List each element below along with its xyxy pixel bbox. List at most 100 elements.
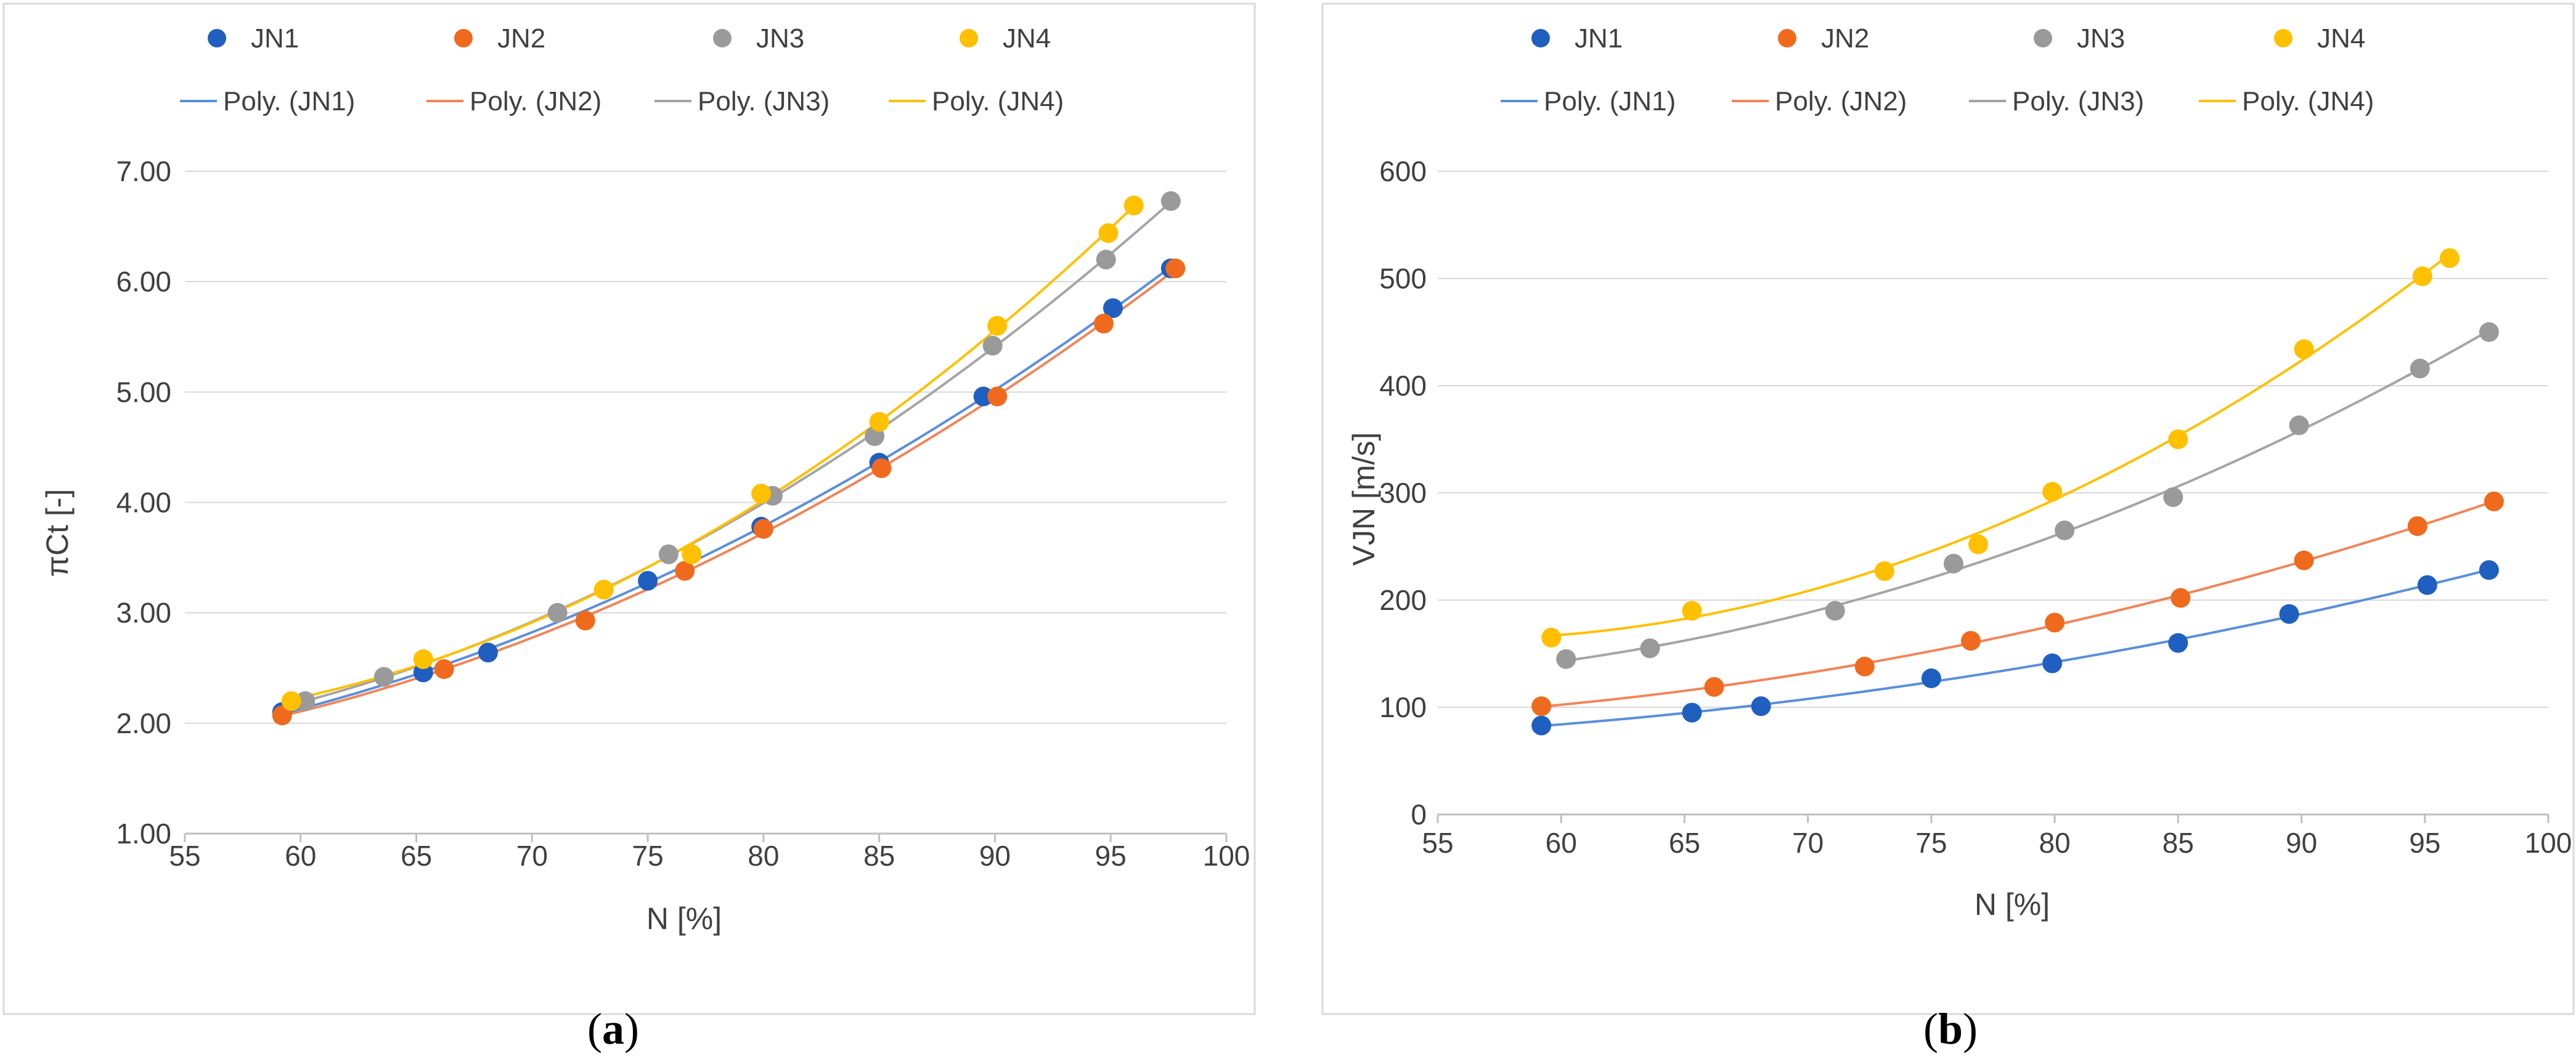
data-point-jn4 (593, 580, 614, 600)
y-tick-label: 1.00 (116, 818, 171, 850)
legend-trend-label: Poly. (JN3) (698, 86, 829, 116)
legend-marker-jn2 (454, 29, 473, 47)
data-points (272, 191, 1186, 726)
x-tick-label: 95 (1095, 840, 1127, 872)
legend-marker-jn4 (2274, 29, 2293, 47)
x-tick-label: 90 (2286, 827, 2317, 859)
legend-marker-jn3 (2034, 29, 2052, 47)
data-point-jn3 (2055, 520, 2075, 540)
data-point-jn3 (1556, 649, 1576, 669)
y-tick-label: 300 (1379, 477, 1427, 509)
data-point-jn4 (1541, 627, 1562, 648)
legend-trend-label: Poly. (JN1) (223, 86, 355, 116)
trendline-jn4 (1551, 253, 2451, 637)
legend-trend-label: Poly. (JN1) (1544, 86, 1676, 116)
data-point-jn2 (675, 561, 695, 581)
data-point-jn3 (1096, 250, 1116, 270)
data-points (1531, 248, 2504, 736)
data-point-jn4 (1123, 195, 1144, 216)
data-point-jn2 (575, 611, 595, 631)
data-point-jn1 (2168, 633, 2188, 653)
legend-label: JN3 (2077, 23, 2125, 54)
data-point-jn2 (1093, 314, 1114, 334)
x-axis-label: N [%] (1975, 887, 2050, 922)
chart-area-frame (1321, 2, 2575, 1015)
data-point-jn1 (2042, 653, 2063, 673)
y-tick-label: 100 (1379, 691, 1427, 723)
data-point-jn1 (1531, 715, 1552, 736)
caption-close-paren: ) (624, 1004, 639, 1054)
legend-marker-jn2 (1778, 29, 1796, 47)
x-tick-label: 70 (516, 840, 548, 872)
data-point-jn2 (2407, 516, 2427, 536)
y-axis-label: VJN [m/s] (1347, 433, 1381, 566)
legend: JN1 Poly. (JN1) JN2 Poly. (JN2) JN3 Poly. (JN… (180, 23, 1064, 116)
data-point-jn3 (658, 544, 679, 564)
trendlines (282, 201, 1176, 718)
data-point-jn3 (547, 603, 568, 623)
legend-trend-label: Poly. (JN2) (470, 86, 601, 116)
data-point-jn3 (1160, 191, 1181, 211)
legend-label: JN3 (756, 23, 804, 54)
x-tick-label: 90 (979, 840, 1011, 872)
y-tick-label: 6.00 (116, 266, 171, 298)
data-point-jn1 (2479, 560, 2499, 580)
legend-label: JN4 (2317, 23, 2365, 54)
y-tick-label: 7.00 (116, 155, 171, 187)
trendlines (1541, 253, 2495, 728)
data-point-jn4 (2439, 248, 2460, 268)
x-tick-label: 80 (2039, 827, 2071, 859)
data-point-jn4 (1098, 223, 1119, 243)
y-tick-label: 5.00 (116, 376, 171, 408)
data-point-jn3 (1943, 553, 1963, 574)
data-point-jn3 (1640, 638, 1660, 659)
data-point-jn4 (682, 544, 702, 564)
caption-close-paren: ) (1963, 1004, 1978, 1054)
data-point-jn3 (982, 336, 1003, 356)
data-point-jn2 (1531, 696, 1552, 717)
data-point-jn3 (1825, 601, 1845, 621)
legend-label: JN2 (497, 23, 545, 54)
legend-marker-jn1 (1531, 29, 1550, 47)
x-tick-label: 55 (169, 840, 200, 872)
data-point-jn3 (2410, 359, 2430, 379)
x-tick-label: 100 (1203, 840, 1250, 872)
legend-label: JN1 (1575, 23, 1623, 54)
y-tick-label: 600 (1379, 155, 1427, 187)
data-point-jn2 (2045, 612, 2065, 633)
x-axis-label: N [%] (646, 901, 722, 936)
data-point-jn4 (987, 315, 1008, 336)
x-tick-label: 100 (2525, 827, 2572, 859)
trendline-jn1 (1541, 568, 2490, 728)
x-tick-label: 80 (748, 840, 779, 872)
x-tick-labels: 55 60 65 70 75 80 85 90 95 100 (1422, 827, 2572, 859)
caption-open-paren: ( (1923, 1004, 1938, 1054)
y-tick-label: 500 (1379, 262, 1427, 294)
legend-trend-label: Poly. (JN2) (1775, 86, 1907, 116)
x-tick-label: 85 (863, 840, 895, 872)
y-tick-label: 4.00 (116, 487, 171, 519)
y-tick-label: 2.00 (116, 707, 171, 739)
y-tick-label: 3.00 (116, 597, 171, 629)
data-point-jn4 (2294, 339, 2314, 359)
data-point-jn2 (1960, 631, 1981, 651)
data-point-jn1 (1751, 696, 1771, 717)
data-point-jn2 (2170, 588, 2191, 608)
data-point-jn1 (2279, 604, 2299, 624)
trendline-jn3 (304, 201, 1172, 702)
legend-label: JN2 (1821, 23, 1869, 54)
caption-letter: b (1938, 1004, 1963, 1054)
panel-caption-a: (a) (587, 1004, 639, 1054)
data-point-jn4 (869, 412, 889, 432)
data-point-jn4 (1968, 534, 1988, 554)
legend-trend-label: Poly. (JN4) (932, 86, 1064, 116)
trendline-jn2 (1541, 500, 2495, 708)
y-axis-label: πCt [-] (40, 489, 75, 577)
data-point-jn2 (1704, 676, 1724, 697)
y-tick-label: 0 (1411, 798, 1427, 831)
data-point-jn2 (2484, 491, 2504, 511)
x-tick-label: 60 (1546, 827, 1577, 859)
x-tick-label: 55 (1422, 827, 1453, 859)
data-point-jn4 (2168, 429, 2188, 449)
legend-label: JN1 (251, 23, 299, 54)
